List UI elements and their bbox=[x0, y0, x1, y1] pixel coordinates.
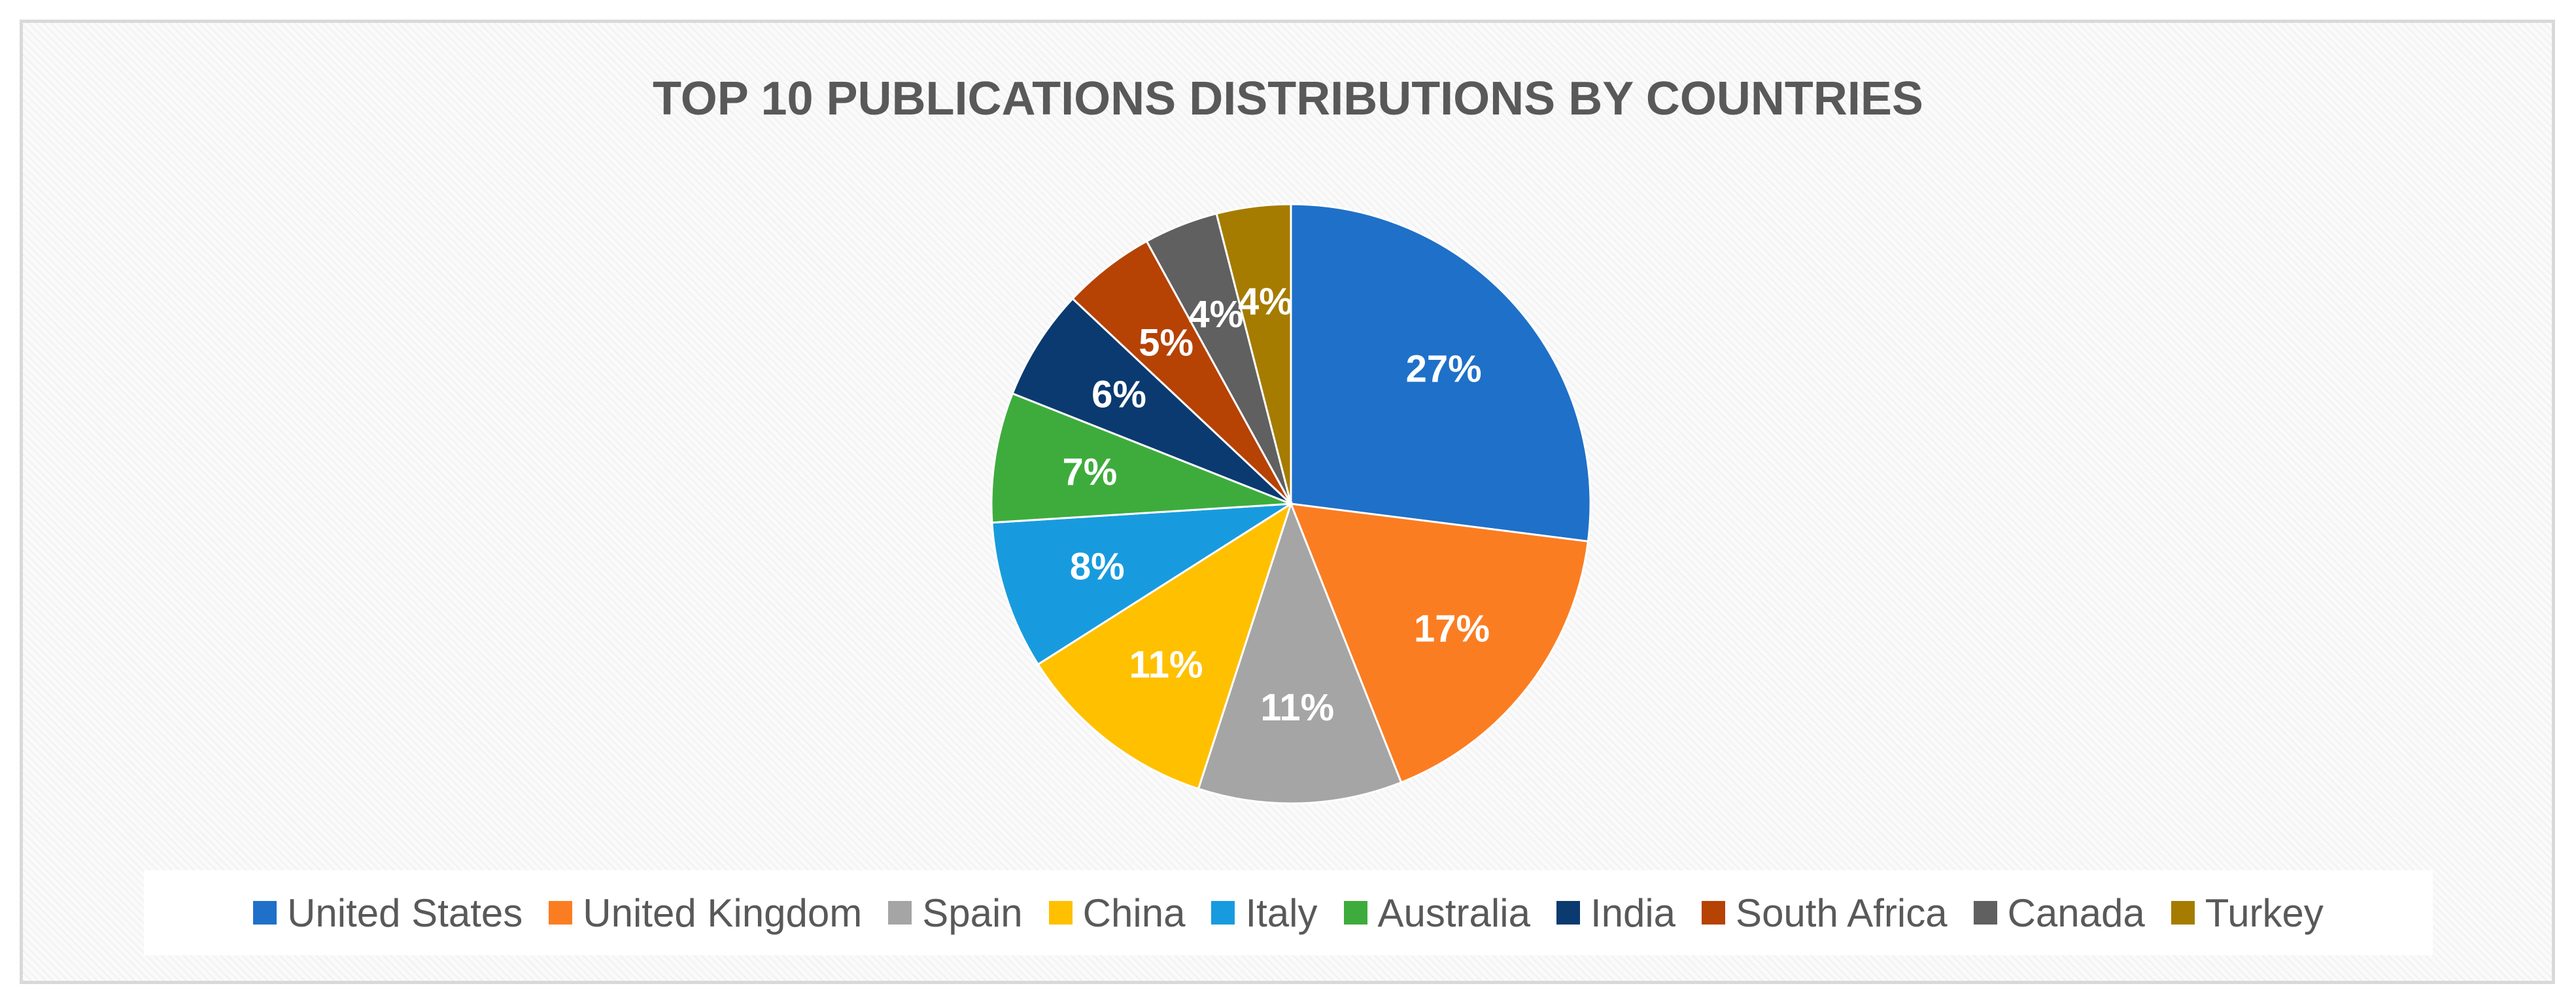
chart-legend: United States United Kingdom Spain China Ita… bbox=[144, 870, 2433, 955]
legend-swatch bbox=[549, 901, 573, 925]
legend-item-united-kingdom: United Kingdom bbox=[549, 890, 862, 936]
legend-label: United Kingdom bbox=[583, 890, 863, 935]
legend-label: Turkey bbox=[2205, 890, 2324, 935]
legend-swatch bbox=[1702, 901, 1726, 925]
legend-swatch bbox=[1973, 901, 1997, 925]
legend-label: Australia bbox=[1377, 890, 1530, 935]
data-label-south-africa: 5% bbox=[1139, 321, 1194, 364]
legend-swatch bbox=[2171, 901, 2195, 925]
legend-swatch bbox=[1211, 901, 1235, 925]
legend-background bbox=[144, 870, 2433, 955]
legend-label: India bbox=[1590, 890, 1676, 935]
legend-swatch bbox=[1556, 901, 1580, 925]
legend-swatch bbox=[1343, 901, 1367, 925]
legend-label: United States bbox=[287, 890, 523, 935]
data-label-china: 11% bbox=[1129, 644, 1203, 686]
legend-item-italy: Italy bbox=[1211, 890, 1318, 936]
data-label-united-kingdom: 17% bbox=[1414, 607, 1490, 650]
legend-item-united-states: United States bbox=[253, 890, 523, 936]
pie-slice-spain bbox=[1197, 501, 1403, 805]
data-label-italy: 8% bbox=[1070, 546, 1125, 588]
pie-slice-australia bbox=[990, 392, 1292, 524]
legend-item-canada: Canada bbox=[1973, 890, 2145, 936]
data-label-spain: 11% bbox=[1260, 686, 1334, 729]
pie-labels: 27%17%11%11%8%7%6%5%4%4% bbox=[1062, 281, 1490, 729]
data-label-united-states: 27% bbox=[1406, 348, 1482, 391]
legend-item-india: India bbox=[1556, 890, 1675, 936]
legend-item-turkey: Turkey bbox=[2171, 890, 2324, 936]
data-label-india: 6% bbox=[1091, 374, 1146, 416]
legend-label: South Africa bbox=[1736, 890, 1948, 935]
legend-item-china: China bbox=[1048, 890, 1186, 936]
pie-slice-turkey bbox=[1215, 203, 1292, 504]
pie-slice-united-kingdom bbox=[1289, 502, 1590, 784]
data-label-australia: 7% bbox=[1062, 451, 1117, 493]
legend-item-spain: Spain bbox=[888, 890, 1023, 936]
chart-title: TOP 10 PUBLICATIONS DISTRIBUTIONS BY COU… bbox=[653, 73, 1923, 125]
pie-slice-united-states bbox=[1290, 203, 1592, 543]
legend-swatch bbox=[253, 901, 277, 925]
pie-slice-italy bbox=[991, 502, 1292, 666]
legend-swatch bbox=[888, 901, 912, 925]
data-label-canada: 4% bbox=[1188, 293, 1243, 336]
pie-slice-china bbox=[1037, 501, 1293, 790]
legend-label: Italy bbox=[1245, 890, 1318, 935]
pie-slices bbox=[990, 203, 1592, 805]
pie-slice-india bbox=[1011, 297, 1292, 505]
legend-item-south-africa: South Africa bbox=[1702, 890, 1948, 936]
legend-label: Spain bbox=[922, 890, 1023, 935]
legend-label: China bbox=[1082, 890, 1186, 935]
legend-item-australia: Australia bbox=[1343, 890, 1530, 936]
legend-label: Canada bbox=[2007, 890, 2145, 935]
pie-slice-south-africa bbox=[1071, 239, 1292, 505]
legend-swatch bbox=[1048, 901, 1073, 925]
data-label-turkey: 4% bbox=[1238, 281, 1293, 323]
